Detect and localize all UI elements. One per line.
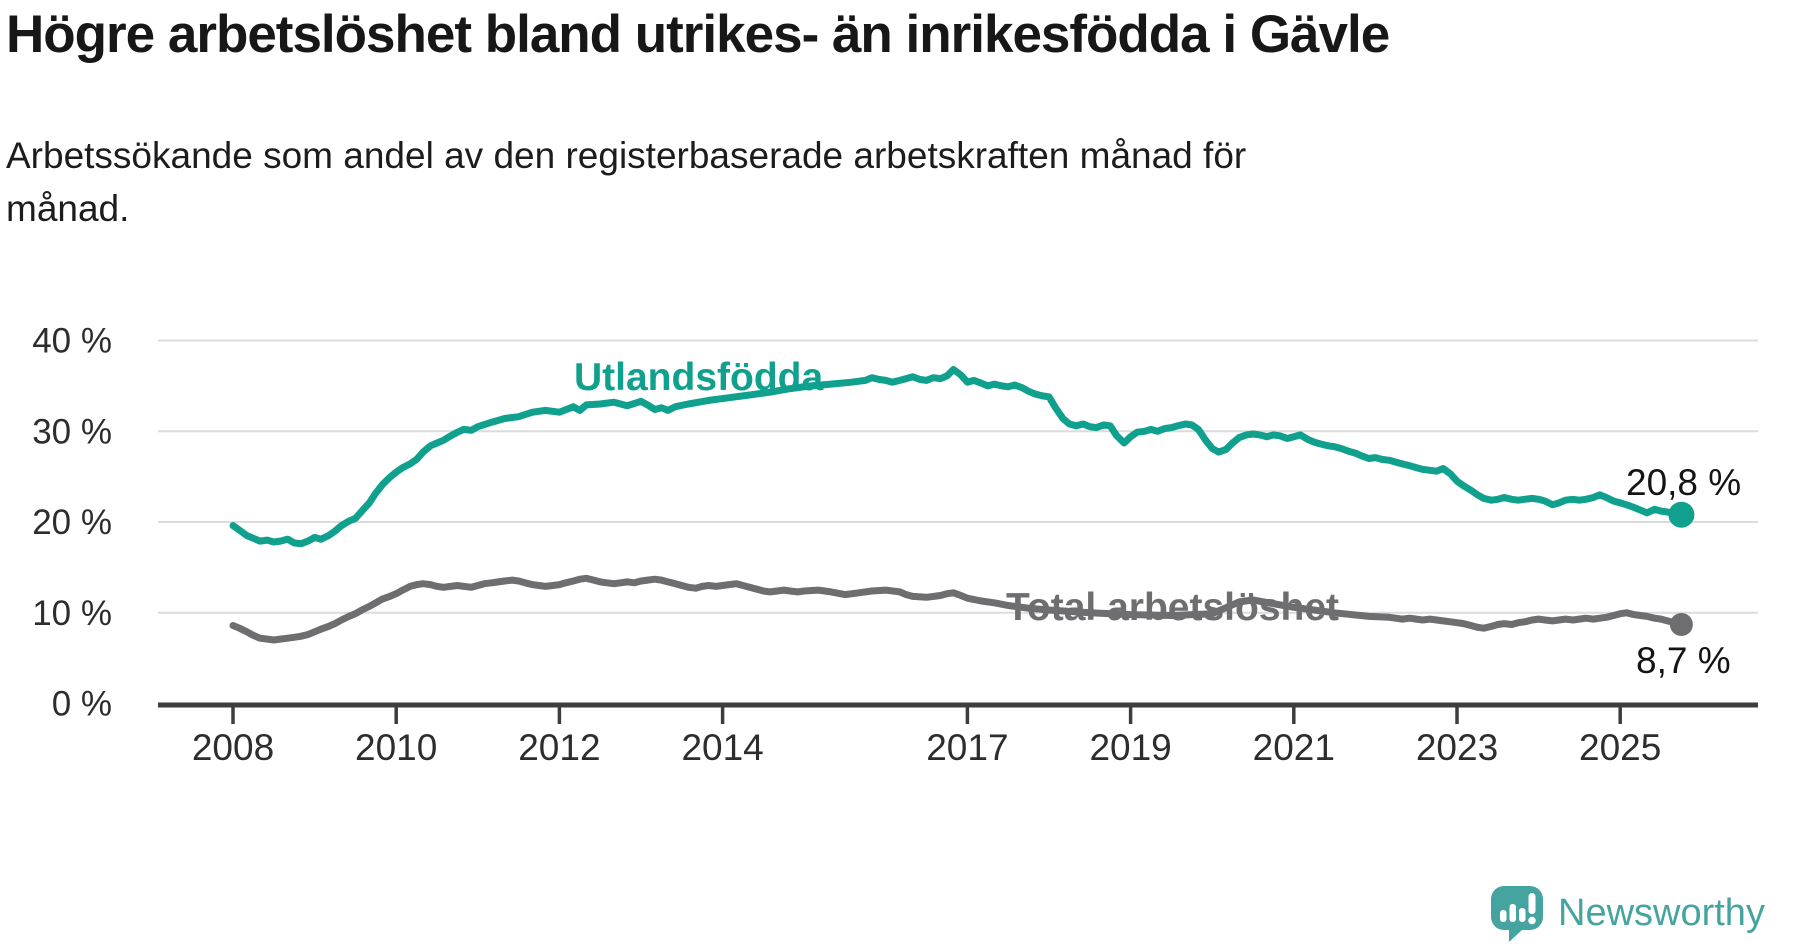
end-value-label-total: 8,7 % xyxy=(1636,640,1731,681)
newsworthy-logo-icon xyxy=(1491,886,1543,942)
series-label-total-arbetsloshet: Total arbetslöshet xyxy=(1006,586,1340,629)
newsworthy-brand: Newsworthy xyxy=(1489,884,1765,942)
series-line-utlandsfodda xyxy=(229,366,1685,548)
x-tick-label-2010: 2010 xyxy=(355,727,437,768)
series-end-dot-total xyxy=(1669,613,1693,637)
page-subtitle: Arbetssökande som andel av den registerb… xyxy=(6,135,1247,229)
x-tick-label-2017: 2017 xyxy=(926,727,1008,768)
logo-exclamation-dot xyxy=(1528,916,1536,925)
logo-exclamation-bar xyxy=(1528,893,1536,914)
y-tick-label-10: 10 % xyxy=(32,594,112,633)
logo-bar-1 xyxy=(1500,910,1507,922)
x-tick-label-2019: 2019 xyxy=(1089,727,1171,768)
x-tick-label-2023: 2023 xyxy=(1416,727,1498,768)
y-tick-label-30: 30 % xyxy=(32,412,112,451)
x-tick-label-2025: 2025 xyxy=(1579,727,1661,768)
y-tick-label-20: 20 % xyxy=(32,503,112,542)
end-value-label-utlandsfodda: 20,8 % xyxy=(1626,462,1742,503)
logo-bar-3 xyxy=(1519,908,1526,922)
x-tick-label-2014: 2014 xyxy=(681,727,763,768)
series-label-utlandsfodda: Utlandsfödda xyxy=(574,356,824,399)
series-line-total xyxy=(229,574,1685,644)
x-tick-label-2008: 2008 xyxy=(192,727,274,768)
page-title: Högre arbetslöshet bland utrikes- än inr… xyxy=(6,5,1390,64)
logo-bubble xyxy=(1491,886,1543,942)
y-tick-label-40: 40 % xyxy=(32,322,112,361)
series-end-dot-utlandsfodda xyxy=(1668,501,1695,528)
x-tick-label-2021: 2021 xyxy=(1253,727,1335,768)
x-tick-label-2012: 2012 xyxy=(518,727,600,768)
y-tick-label-0: 0 % xyxy=(52,685,112,724)
logo-bar-2 xyxy=(1509,904,1516,922)
newsworthy-brand-text: Newsworthy xyxy=(1558,891,1765,934)
